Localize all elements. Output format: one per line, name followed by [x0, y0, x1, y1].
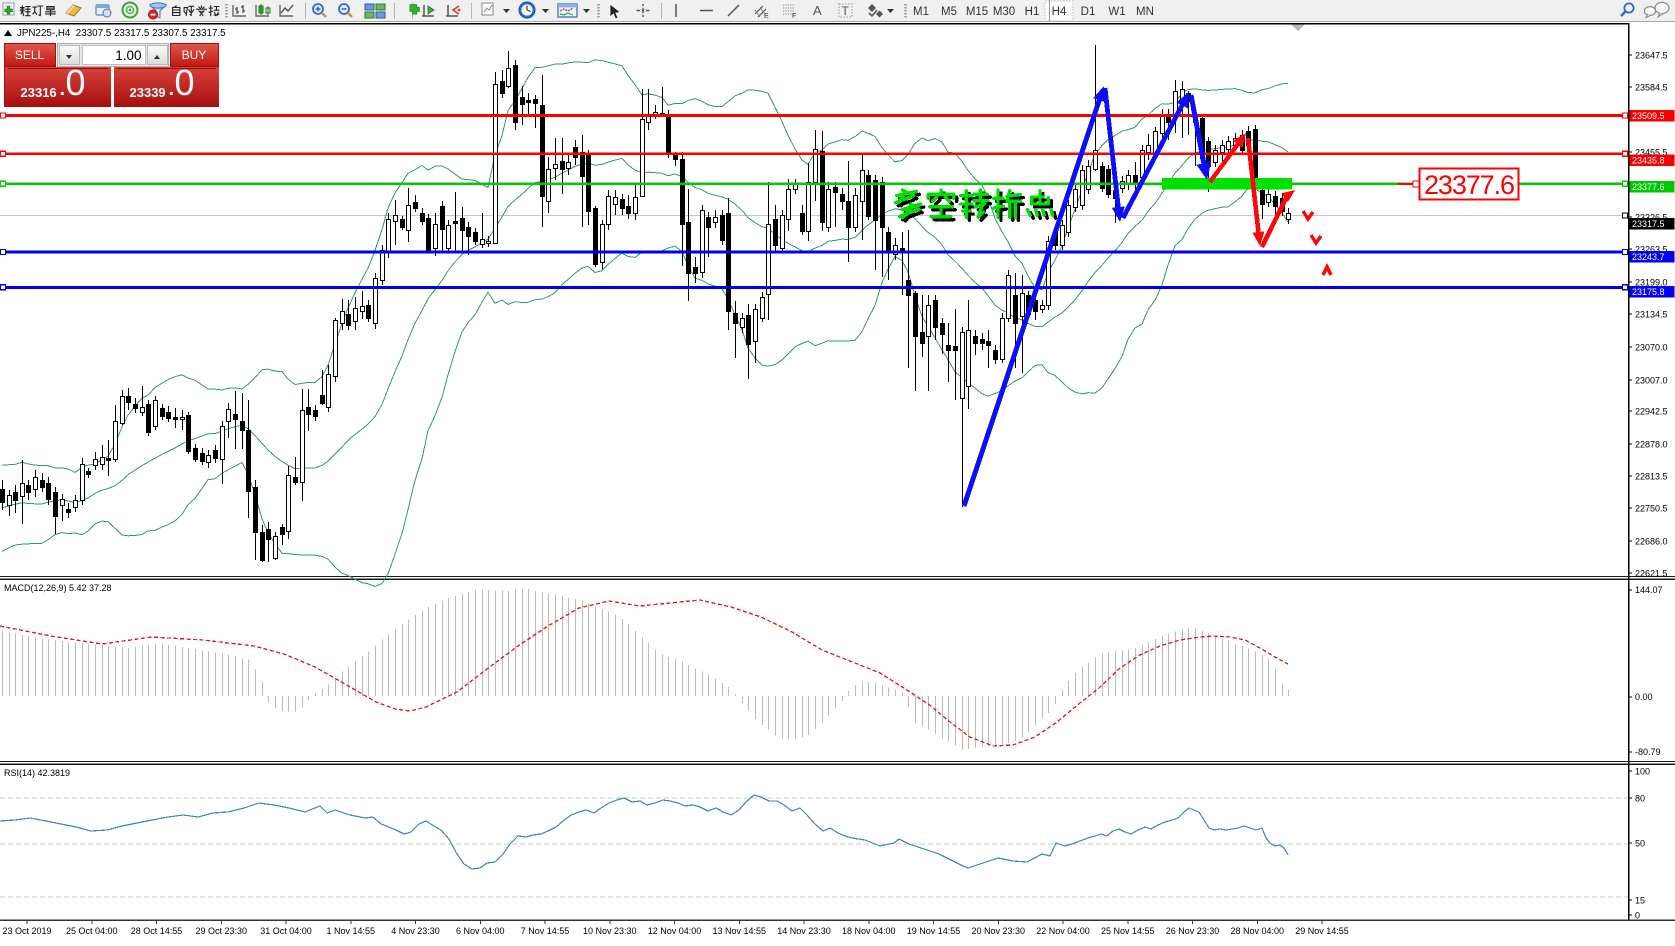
svg-text:A: A	[813, 3, 822, 18]
svg-text:23199.0: 23199.0	[1635, 278, 1668, 288]
svg-text:M5: M5	[941, 6, 957, 18]
svg-text:20 Nov 23:30: 20 Nov 23:30	[971, 926, 1025, 936]
svg-text:23317.5: 23317.5	[1632, 219, 1665, 229]
svg-text:E: E	[764, 13, 769, 20]
svg-text:144.07: 144.07	[1635, 585, 1663, 595]
svg-text:T: T	[842, 4, 850, 18]
svg-text:H4: H4	[1052, 6, 1067, 18]
svg-text:23647.5: 23647.5	[1635, 51, 1668, 61]
svg-text:23243.7: 23243.7	[1632, 252, 1665, 262]
svg-text:18 Nov 04:00: 18 Nov 04:00	[842, 926, 896, 936]
svg-text:M30: M30	[993, 6, 1015, 18]
svg-text:0: 0	[1635, 911, 1640, 921]
svg-text:22813.5: 22813.5	[1635, 472, 1668, 482]
svg-text:23134.5: 23134.5	[1635, 310, 1668, 320]
svg-text:23326.5: 23326.5	[1635, 213, 1668, 223]
svg-text:23509.5: 23509.5	[1632, 111, 1665, 121]
svg-text:22686.0: 22686.0	[1635, 537, 1668, 547]
svg-text:23377.6: 23377.6	[1424, 170, 1515, 200]
svg-text:12 Nov 04:00: 12 Nov 04:00	[648, 926, 702, 936]
svg-text:22750.5: 22750.5	[1635, 504, 1668, 514]
svg-text:4 Nov 23:30: 4 Nov 23:30	[391, 926, 440, 936]
svg-text:23435.8: 23435.8	[1632, 156, 1665, 166]
svg-text:22942.5: 22942.5	[1635, 407, 1668, 417]
svg-text:0.00: 0.00	[1635, 692, 1653, 702]
svg-text:28 Oct 14:55: 28 Oct 14:55	[131, 926, 183, 936]
svg-text:26 Nov 23:30: 26 Nov 23:30	[1166, 926, 1220, 936]
svg-text:MN: MN	[1136, 6, 1154, 18]
svg-text:M15: M15	[966, 6, 988, 18]
svg-text:13 Nov 14:55: 13 Nov 14:55	[712, 926, 766, 936]
svg-text:23 Oct 2019: 23 Oct 2019	[2, 926, 51, 936]
svg-text:22878.0: 22878.0	[1635, 440, 1668, 450]
svg-text:10 Nov 23:30: 10 Nov 23:30	[583, 926, 637, 936]
svg-text:23070.0: 23070.0	[1635, 343, 1668, 353]
svg-text:MACD(12,26,9) 5.42 37.28: MACD(12,26,9) 5.42 37.28	[4, 583, 112, 593]
svg-text:W1: W1	[1108, 6, 1125, 18]
svg-text:23175.8: 23175.8	[1632, 287, 1665, 297]
svg-text:23455.5: 23455.5	[1635, 148, 1668, 158]
svg-text:31 Oct 04:00: 31 Oct 04:00	[260, 926, 312, 936]
svg-text:-80.79: -80.79	[1635, 747, 1661, 757]
svg-text:1 Nov 14:55: 1 Nov 14:55	[326, 926, 375, 936]
svg-text:15: 15	[1635, 896, 1645, 906]
svg-text:23007.0: 23007.0	[1635, 376, 1668, 386]
svg-text:6 Nov 04:00: 6 Nov 04:00	[456, 926, 505, 936]
svg-text:100: 100	[1635, 767, 1650, 777]
svg-text:50: 50	[1635, 839, 1645, 849]
svg-text:19 Nov 14:55: 19 Nov 14:55	[907, 926, 961, 936]
svg-text:D1: D1	[1081, 6, 1096, 18]
svg-text:22 Nov 04:00: 22 Nov 04:00	[1036, 926, 1090, 936]
svg-text:28 Nov 04:00: 28 Nov 04:00	[1230, 926, 1284, 936]
svg-text:22621.5: 22621.5	[1635, 569, 1668, 579]
svg-text:23584.5: 23584.5	[1635, 83, 1668, 93]
svg-text:25 Oct 04:00: 25 Oct 04:00	[66, 926, 118, 936]
svg-text:7 Nov 14:55: 7 Nov 14:55	[521, 926, 570, 936]
svg-text:80: 80	[1635, 794, 1645, 804]
svg-text:25 Nov 14:55: 25 Nov 14:55	[1101, 926, 1155, 936]
svg-text:29 Oct 23:30: 29 Oct 23:30	[195, 926, 247, 936]
svg-text:H1: H1	[1025, 6, 1040, 18]
svg-text:F: F	[792, 13, 796, 20]
svg-text:23377.6: 23377.6	[1632, 182, 1665, 192]
svg-text:23263.5: 23263.5	[1635, 245, 1668, 255]
svg-text:M1: M1	[913, 6, 929, 18]
svg-text:14 Nov 23:30: 14 Nov 23:30	[777, 926, 831, 936]
svg-text:RSI(14) 42.3819: RSI(14) 42.3819	[4, 768, 70, 778]
svg-text:29 Nov 14:55: 29 Nov 14:55	[1295, 926, 1349, 936]
